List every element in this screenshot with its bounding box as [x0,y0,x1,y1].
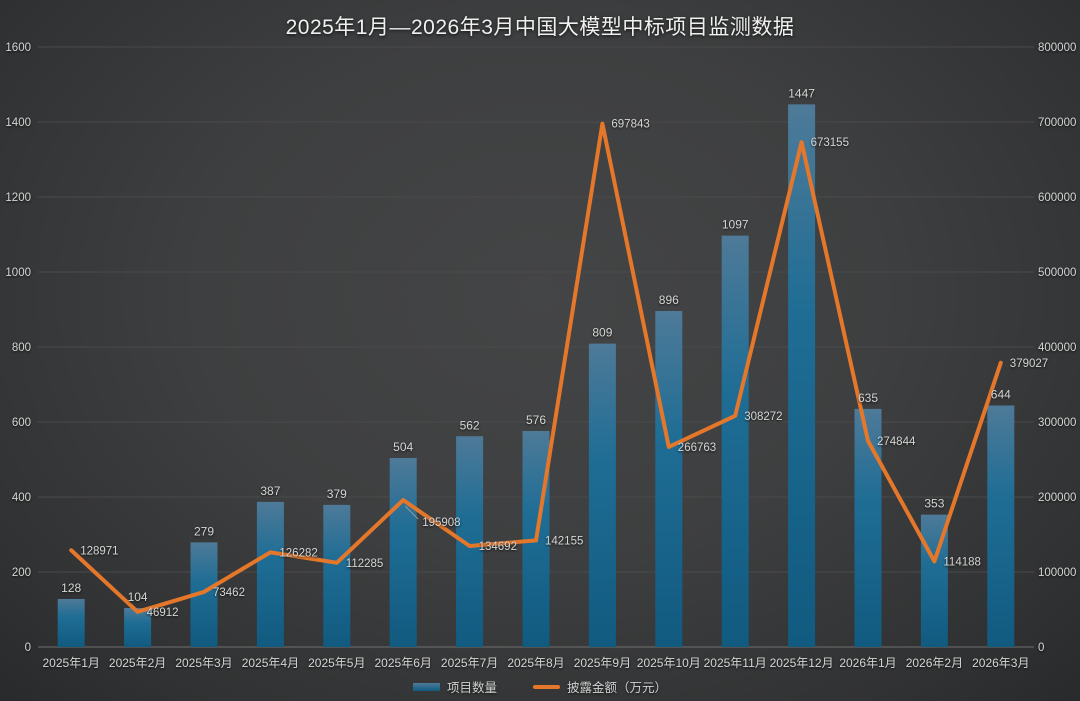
line-value-label: 142155 [545,535,583,547]
bar [57,599,85,647]
legend: 项目数量 披露金额（万元） [0,677,1080,696]
bar-series-swatch-icon [412,682,440,691]
line-value-label: 128971 [80,545,118,557]
bar-value-label: 279 [194,524,214,538]
bar-value-label: 562 [460,418,480,432]
bar-value-label: 809 [592,326,612,340]
bar-value-label: 379 [327,487,347,501]
y-axis-label-right: 400000 [1038,342,1076,354]
bar-value-label: 1447 [788,86,815,100]
x-axis-label: 2026年2月 [906,656,963,670]
y-axis-label-left: 1200 [5,192,31,204]
line-value-label: 195908 [422,517,460,529]
legend-bar-label: 项目数量 [446,681,497,695]
y-axis-label-right: 0 [1038,642,1044,654]
bar [788,104,816,647]
legend-line-label: 披露金额（万元） [567,681,668,695]
x-axis-label: 2025年10月 [637,656,701,670]
bar [323,504,351,647]
y-axis-label-right: 200000 [1038,492,1076,504]
line-value-label: 126282 [279,547,317,559]
y-axis-label-right: 300000 [1038,417,1076,429]
x-axis-label: 2025年4月 [242,656,299,670]
legend-item-amount: 披露金额（万元） [533,677,667,696]
y-axis-label-left: 600 [12,417,31,429]
line-value-label: 274844 [877,436,916,448]
bar [124,608,152,647]
x-axis-label: 2025年9月 [574,656,631,670]
bar-value-label: 1097 [722,218,749,232]
y-axis-label-left: 800 [12,342,31,354]
bar-value-label: 635 [858,391,878,405]
line-value-label: 673155 [811,137,849,149]
line-value-label: 266763 [678,442,716,454]
line-value-label: 112285 [346,558,384,570]
x-axis-label: 2026年1月 [839,656,896,670]
line-value-label: 697843 [611,119,649,131]
bar [854,408,882,647]
label-leader-line [404,505,419,520]
y-axis-label-right: 500000 [1038,267,1076,279]
bar [987,405,1015,647]
line-series-swatch-icon [533,684,560,689]
bar-value-label: 896 [659,293,679,307]
bar-value-label: 387 [260,484,280,498]
chart-title: 2025年1月—2026年3月中国大模型中标项目监测数据 [285,16,795,39]
y-axis-label-left: 1400 [5,117,31,129]
y-axis-label-left: 1000 [5,267,31,279]
x-axis-label: 2025年1月 [43,656,100,670]
x-axis-label: 2025年6月 [375,656,432,670]
bar-value-label: 504 [393,440,413,454]
bar-value-label: 353 [924,497,944,511]
x-axis-label: 2025年11月 [704,656,767,670]
y-axis-label-left: 1600 [5,42,31,54]
x-axis-label: 2025年8月 [507,656,564,670]
y-axis-label-right: 600000 [1038,192,1076,204]
x-axis-label: 2026年3月 [972,656,1029,670]
y-axis-label-right: 100000 [1038,567,1076,579]
line-value-label: 46912 [147,607,179,619]
bar [655,311,683,647]
bar [721,235,749,647]
x-axis-label: 2025年7月 [441,656,498,670]
bar [389,458,417,647]
line-value-label: 308272 [744,411,782,423]
y-axis-label-left: 200 [12,567,31,579]
x-axis-label: 2025年2月 [109,656,166,670]
line-value-label: 114188 [943,556,981,568]
bar-value-label: 104 [128,590,148,604]
amount-line [69,121,1003,614]
bar-value-label: 576 [526,413,546,427]
line-series [69,121,1003,614]
y-axis-label-right: 800000 [1038,42,1076,54]
legend-item-projects: 项目数量 [412,677,497,696]
line-value-label: 379027 [1010,358,1048,370]
bar-series [57,104,1015,647]
x-axis-label: 2025年3月 [175,656,232,670]
bar-value-label: 644 [991,388,1011,402]
bar-value-label: 128 [61,581,81,595]
data-labels: 128 104 279 387 379 504 562 576 809 896 1097 1447 63… [61,86,1048,618]
line-value-label: 134692 [479,541,517,553]
y-axis-label-right: 700000 [1038,117,1076,129]
bar [256,501,284,647]
line-value-label: 73462 [213,587,245,599]
y-axis-label-left: 400 [12,492,31,504]
axis-labels: 0 200 400 600 800 1000 1200 1400 1600 0 100000 2000… [5,42,1076,670]
x-axis-label: 2025年12月 [770,656,834,670]
x-axis-label: 2025年5月 [308,656,365,670]
bar [588,343,616,647]
y-axis-label-left: 0 [25,642,31,654]
